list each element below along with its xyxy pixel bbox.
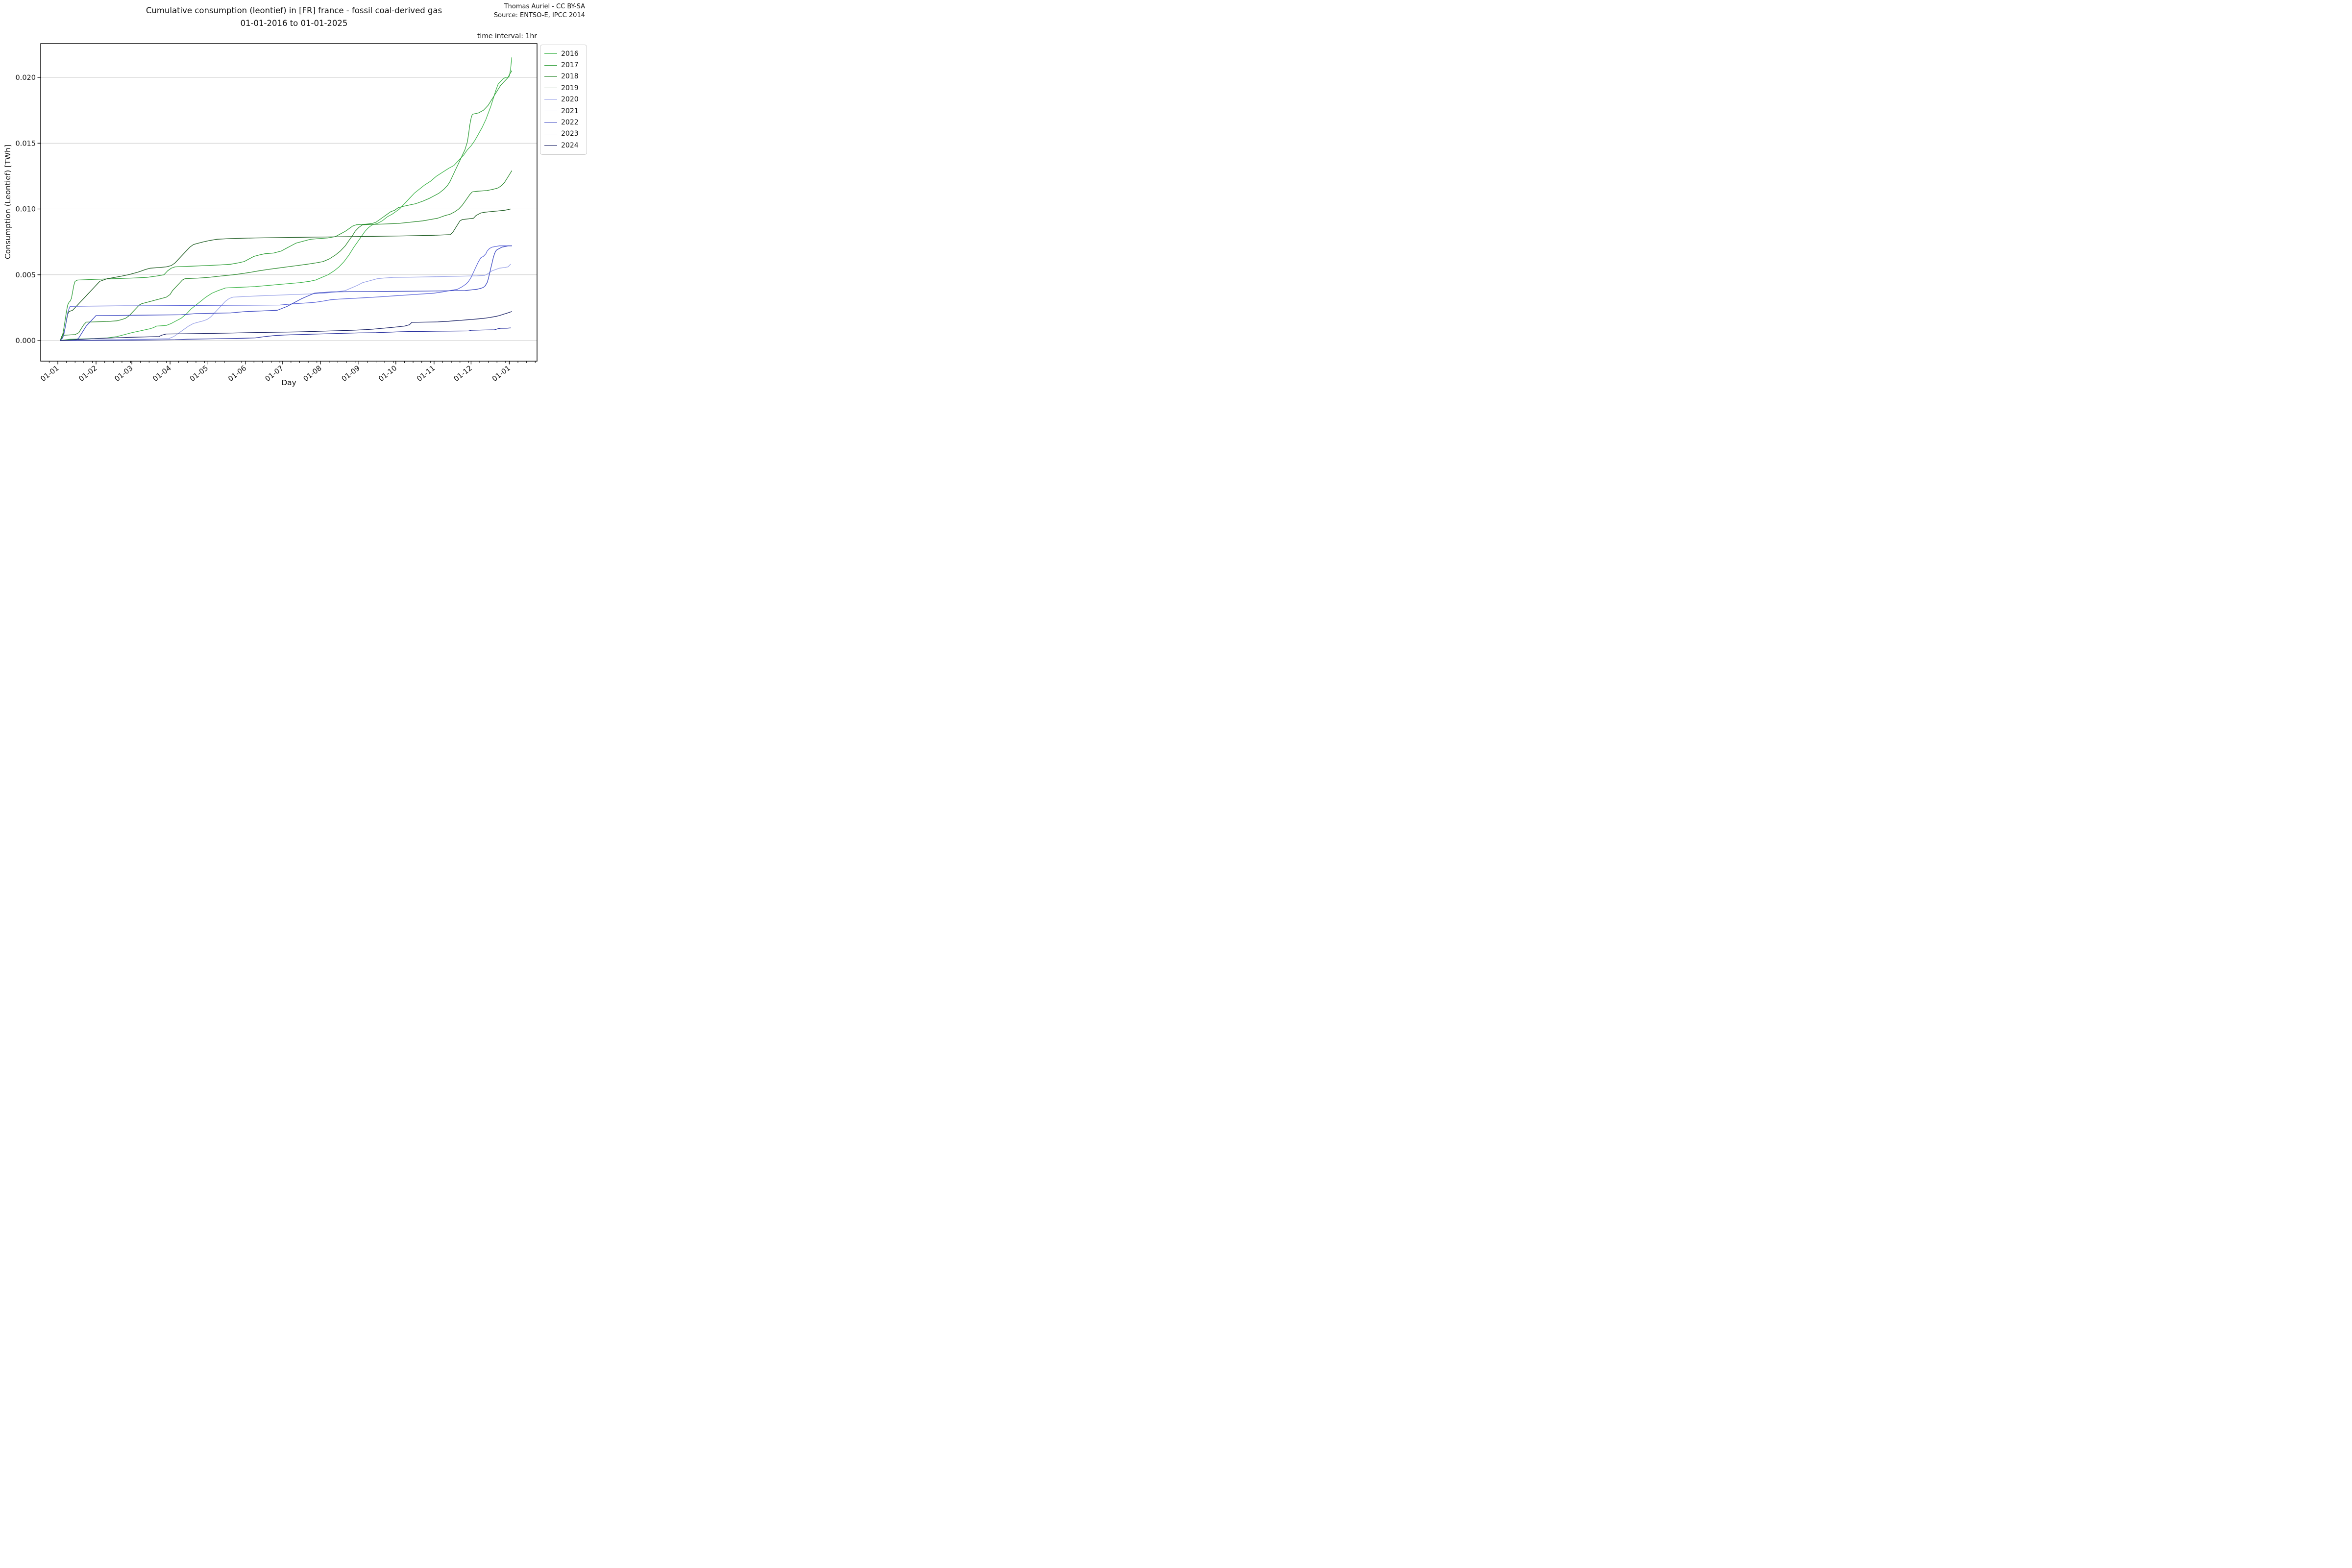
series-line-2019 (60, 208, 511, 341)
series-line-2020 (60, 264, 511, 341)
legend-item-2020: 2020 (544, 94, 584, 105)
legend-item-2017: 2017 (544, 59, 584, 71)
series-line-2024 (60, 311, 513, 341)
y-tick-label: 0.010 (15, 206, 36, 214)
time-interval-note: time interval: 1hr (477, 32, 537, 40)
legend-label: 2023 (561, 130, 579, 138)
chart-title-line1: Cumulative consumption (leontief) in [FR… (146, 6, 442, 15)
chart-title: Cumulative consumption (leontief) in [FR… (88, 4, 500, 30)
legend-item-2019: 2019 (544, 82, 584, 94)
attribution: Thomas Auriel - CC BY-SA Source: ENTSO-E… (494, 2, 585, 20)
series-line-2022 (60, 245, 513, 341)
legend-item-2022: 2022 (544, 117, 584, 128)
series-line-2018 (60, 170, 513, 341)
series-line-2021 (60, 245, 513, 341)
legend-label: 2022 (561, 119, 579, 127)
chart-page: Cumulative consumption (leontief) in [FR… (0, 0, 588, 392)
series-line-2023 (60, 327, 511, 341)
legend-item-2023: 2023 (544, 128, 584, 140)
legend-line-sample-icon (544, 53, 557, 54)
y-tick-label: 0.000 (15, 337, 36, 345)
legend-label: 2020 (561, 96, 579, 104)
y-tick-label: 0.020 (15, 74, 36, 82)
legend-line-sample-icon (544, 122, 557, 123)
plot-frame (40, 43, 538, 362)
series-line-2016 (60, 57, 513, 341)
legend-line-sample-icon (544, 65, 557, 66)
legend-line-sample-icon (544, 145, 557, 146)
legend-label: 2024 (561, 141, 579, 149)
legend-label: 2018 (561, 73, 579, 81)
legend-label: 2021 (561, 107, 579, 115)
chart-title-line2: 01-01-2016 to 01-01-2025 (240, 19, 348, 28)
legend-label: 2017 (561, 61, 579, 70)
series-line-2017 (60, 70, 513, 341)
legend-label: 2019 (561, 84, 579, 92)
x-axis-label: Day (281, 378, 296, 387)
legend-line-sample-icon (544, 99, 557, 100)
legend-line-sample-icon (544, 76, 557, 77)
legend: 2016 2017 2018 2019 2020 2021 2022 2023 2024 (540, 45, 587, 155)
legend-item-2016: 2016 (544, 48, 584, 59)
legend-item-2024: 2024 (544, 140, 584, 151)
plot-area: 01-01 01-02 01-03 01-04 01-05 01-06 01-07 01-08… (15, 43, 538, 383)
y-tick-label: 0.005 (15, 271, 36, 279)
y-axis-label: Consumption (Leontief) [TWh] (3, 145, 12, 259)
attribution-source: Source: ENTSO-E, IPCC 2014 (493, 11, 585, 19)
legend-item-2021: 2021 (544, 105, 584, 117)
legend-label: 2016 (561, 49, 579, 58)
attribution-author: Thomas Auriel - CC BY-SA (504, 3, 585, 10)
legend-item-2018: 2018 (544, 71, 584, 82)
y-tick-label: 0.015 (15, 140, 36, 147)
